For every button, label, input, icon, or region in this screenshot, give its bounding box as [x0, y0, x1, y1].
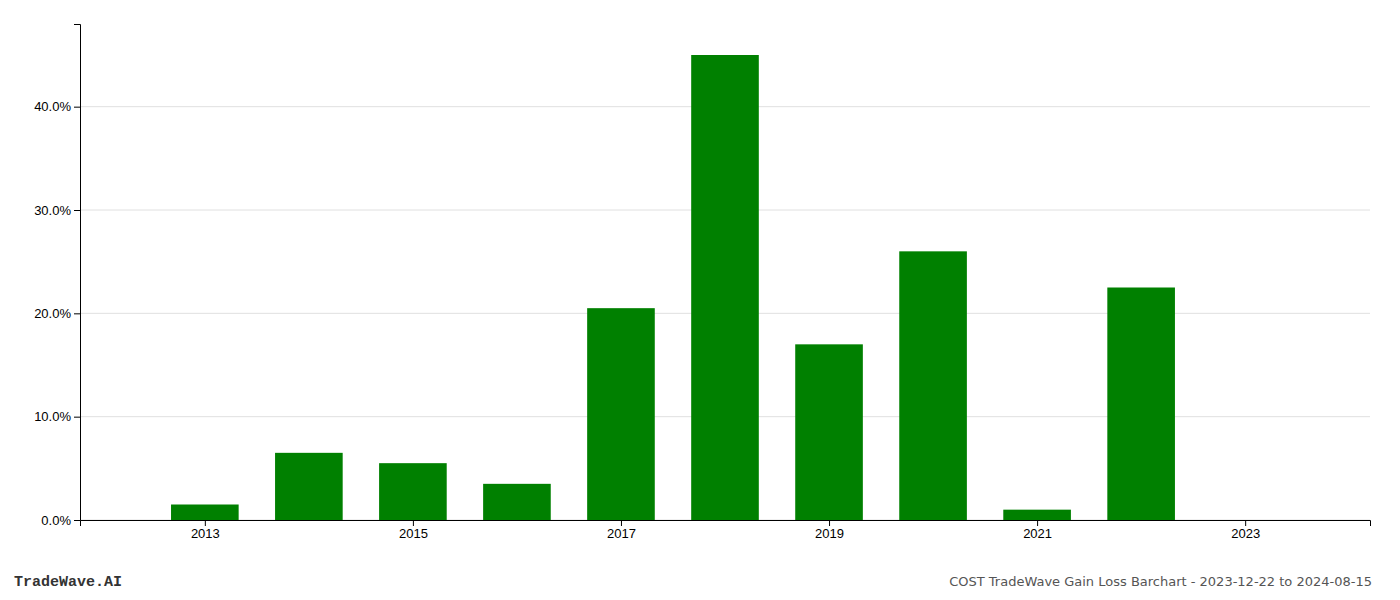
y-tick-label: 40.0%: [34, 99, 71, 114]
x-tick-label: 2019: [815, 526, 844, 541]
y-tick-mark: [74, 520, 80, 521]
chart: 0.0% 10.0% 20.0% 30.0% 40.0% 2013 2015 2017 2019…: [0, 0, 1400, 600]
bar: [379, 463, 447, 520]
x-tick: 2017: [607, 520, 636, 541]
x-tick-label: 2023: [1231, 526, 1260, 541]
x-tick-label: 2017: [607, 526, 636, 541]
y-tick-label: 20.0%: [34, 306, 71, 321]
x-tick-label: 2013: [191, 526, 220, 541]
y-tick-mark: [74, 210, 80, 211]
y-tick-label: 10.0%: [34, 409, 71, 424]
bar: [171, 505, 239, 521]
bar: [795, 344, 863, 520]
x-axis: 2013 2015 2017 2019 2021 2023: [81, 520, 1371, 541]
annotation: TradeWave.AI: [14, 574, 122, 591]
y-tick: 20.0%: [34, 306, 80, 321]
x-tick-mark: [1037, 520, 1038, 526]
x-tick-label: 2015: [399, 526, 428, 541]
bar: [691, 55, 759, 520]
x-tick: 2013: [191, 520, 220, 541]
y-tick-label: 30.0%: [34, 203, 71, 218]
x-tick-mark: [1245, 520, 1246, 526]
x-axis-line: [81, 521, 1371, 527]
x-tick-mark: [621, 520, 622, 526]
x-tick-label: 2021: [1023, 526, 1052, 541]
y-tick-label: 0.0%: [41, 513, 71, 528]
y-tick: 40.0%: [34, 99, 80, 114]
bar: [1107, 288, 1175, 521]
title: COST TradeWave Gain Loss Barchart - 2023…: [949, 574, 1372, 589]
bar: [899, 251, 967, 520]
y-tick-mark: [74, 417, 80, 418]
y-tick-mark: [74, 313, 80, 314]
bar: [275, 453, 343, 520]
x-tick: 2019: [815, 520, 844, 541]
y-axis-line: [74, 25, 81, 521]
bar: [1003, 510, 1071, 520]
bar: [587, 308, 655, 520]
plot-area: 0.0% 10.0% 20.0% 30.0% 40.0% 2013 2015 2017 2019…: [34, 25, 1370, 542]
bars: [171, 55, 1175, 520]
x-tick: 2021: [1023, 520, 1052, 541]
x-tick: 2015: [399, 520, 428, 541]
x-tick-mark: [829, 520, 830, 526]
y-axis: 0.0% 10.0% 20.0% 30.0% 40.0%: [34, 25, 80, 528]
x-tick-mark: [205, 520, 206, 526]
bar: [483, 484, 551, 520]
y-tick: 30.0%: [34, 203, 80, 218]
x-tick-mark: [413, 520, 414, 526]
y-tick: 0.0%: [41, 513, 80, 528]
y-tick: 10.0%: [34, 409, 80, 424]
y-tick-mark: [74, 107, 80, 108]
x-tick: 2023: [1231, 520, 1260, 541]
